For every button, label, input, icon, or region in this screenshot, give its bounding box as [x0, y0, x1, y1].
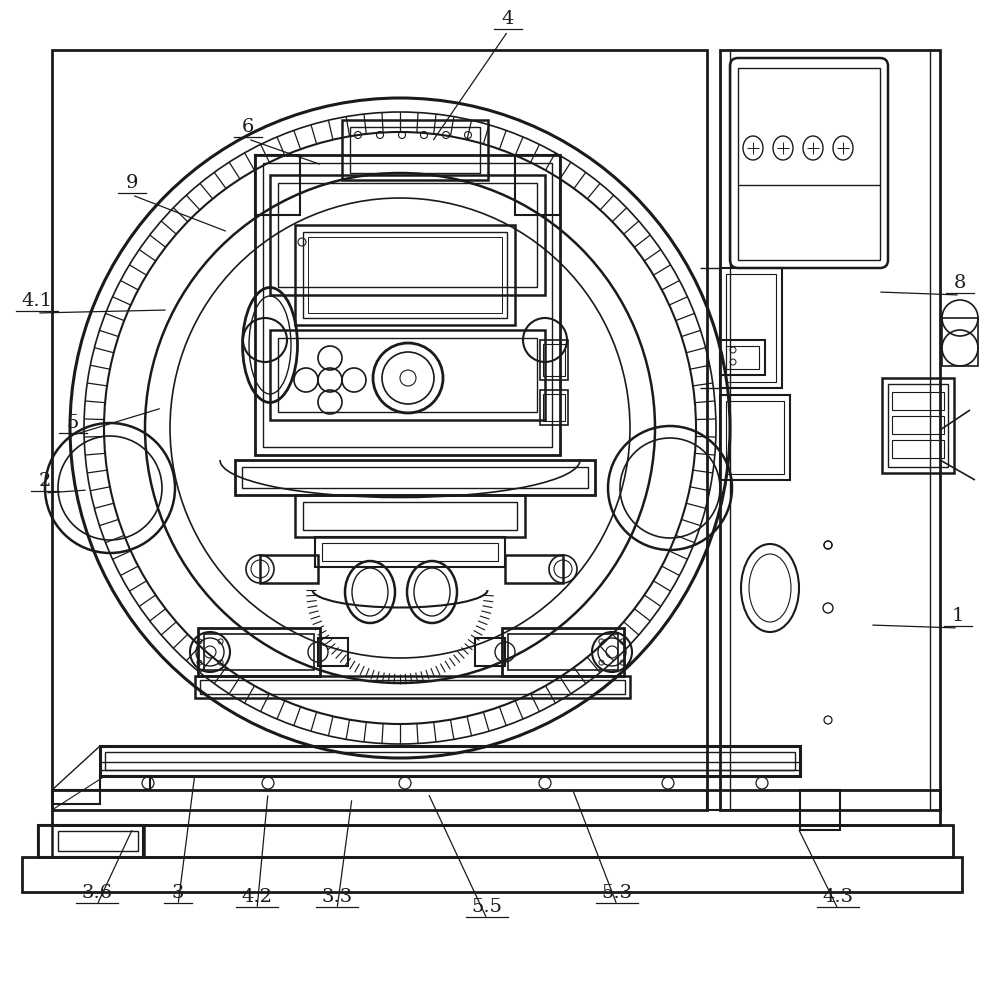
- Bar: [726, 401, 784, 474]
- Bar: [235, 460, 595, 495]
- Bar: [38, 825, 143, 857]
- Text: 2: 2: [39, 472, 51, 490]
- Text: 5.3: 5.3: [601, 884, 633, 902]
- Bar: [52, 790, 100, 804]
- Bar: [52, 50, 707, 810]
- Bar: [508, 634, 618, 670]
- Bar: [303, 502, 517, 530]
- Text: 6: 6: [242, 118, 254, 136]
- Bar: [200, 680, 625, 694]
- Bar: [52, 825, 144, 857]
- Text: 3: 3: [172, 884, 184, 902]
- Bar: [892, 392, 944, 410]
- Text: 4.2: 4.2: [242, 888, 272, 906]
- Bar: [888, 384, 948, 467]
- Text: 4: 4: [502, 10, 514, 28]
- Bar: [295, 495, 525, 537]
- Bar: [322, 543, 498, 561]
- Bar: [100, 776, 150, 790]
- Bar: [720, 268, 782, 388]
- Bar: [255, 155, 300, 215]
- Bar: [255, 155, 560, 455]
- Bar: [502, 628, 624, 676]
- Bar: [295, 225, 515, 325]
- Bar: [720, 395, 790, 480]
- Bar: [38, 825, 953, 857]
- Bar: [198, 628, 320, 676]
- Bar: [270, 175, 545, 295]
- Text: 1: 1: [952, 607, 964, 625]
- Bar: [350, 127, 480, 173]
- Bar: [308, 237, 502, 313]
- Bar: [204, 634, 314, 670]
- Bar: [195, 676, 630, 698]
- Bar: [540, 340, 568, 380]
- Text: 5: 5: [67, 414, 79, 432]
- Bar: [100, 746, 800, 776]
- Bar: [800, 790, 840, 830]
- Bar: [58, 831, 138, 851]
- Bar: [270, 330, 545, 420]
- Bar: [278, 183, 537, 287]
- Bar: [52, 790, 940, 825]
- Bar: [543, 394, 565, 421]
- Bar: [263, 163, 552, 447]
- Bar: [242, 467, 588, 488]
- Bar: [892, 440, 944, 458]
- Bar: [720, 50, 940, 810]
- Bar: [22, 857, 962, 892]
- Bar: [515, 155, 560, 215]
- Text: 4.1: 4.1: [22, 292, 52, 310]
- Bar: [278, 338, 537, 412]
- Text: 8: 8: [954, 274, 966, 292]
- Bar: [738, 68, 880, 260]
- Text: 3.6: 3.6: [81, 884, 113, 902]
- Bar: [726, 346, 759, 369]
- Text: 3.3: 3.3: [321, 888, 353, 906]
- Text: 5.5: 5.5: [472, 898, 503, 916]
- Bar: [726, 274, 776, 382]
- Bar: [540, 390, 568, 425]
- Bar: [892, 416, 944, 434]
- Bar: [882, 378, 954, 473]
- Bar: [505, 555, 563, 583]
- Bar: [342, 120, 488, 180]
- Bar: [720, 340, 765, 375]
- Bar: [105, 752, 795, 770]
- Bar: [303, 232, 507, 318]
- Bar: [315, 537, 505, 567]
- Bar: [260, 555, 318, 583]
- Bar: [543, 344, 565, 376]
- Text: 9: 9: [126, 174, 138, 192]
- Bar: [318, 638, 348, 666]
- Text: 4.3: 4.3: [822, 888, 854, 906]
- Bar: [475, 638, 505, 666]
- Bar: [942, 318, 978, 366]
